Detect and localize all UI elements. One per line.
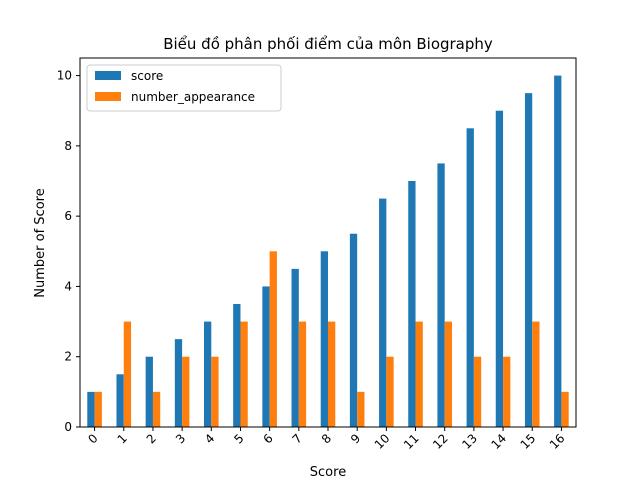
bar-score-2 bbox=[145, 356, 153, 427]
legend: score number_appearance bbox=[86, 64, 282, 112]
bar-score-11 bbox=[408, 181, 416, 427]
bar-number_appearance-9 bbox=[357, 391, 365, 427]
plot-area bbox=[87, 75, 569, 428]
x-tick-label: 0 bbox=[85, 431, 100, 446]
bar-score-15 bbox=[524, 93, 533, 427]
bar-score-5 bbox=[233, 304, 241, 427]
x-tick-label: 10 bbox=[372, 431, 393, 452]
x-tick-label: 13 bbox=[459, 431, 480, 452]
bar-number_appearance-4 bbox=[211, 356, 219, 427]
x-tick-label: 1 bbox=[115, 431, 130, 446]
legend-label-number_appearance: number_appearance bbox=[131, 90, 255, 104]
bar-number_appearance-12 bbox=[444, 321, 452, 427]
legend-swatch-score bbox=[95, 71, 121, 80]
y-tick-label: 10 bbox=[57, 69, 72, 83]
bar-number_appearance-10 bbox=[386, 356, 394, 427]
bar-score-7 bbox=[291, 268, 299, 427]
bar-score-1 bbox=[116, 374, 124, 427]
x-tick-label: 7 bbox=[290, 431, 305, 446]
legend-label-score: score bbox=[131, 69, 163, 83]
chart-title: Biểu đồ phân phối điểm của môn Biography bbox=[163, 35, 493, 53]
y-tick-label: 2 bbox=[64, 350, 72, 364]
bar-number_appearance-2 bbox=[152, 391, 161, 427]
bar-number_appearance-3 bbox=[182, 356, 190, 427]
x-tick-label: 14 bbox=[488, 431, 509, 452]
bar-number_appearance-13 bbox=[473, 356, 482, 427]
bar-score-8 bbox=[320, 251, 328, 427]
y-axis-title: Number of Score bbox=[33, 188, 48, 297]
bar-score-14 bbox=[495, 110, 504, 428]
legend-swatch-number_appearance bbox=[95, 92, 121, 101]
x-axis: 0 1 2 3 4 5 6 7 8 9 10 11 12 13 14 15 16 bbox=[85, 427, 568, 452]
bar-number_appearance-11 bbox=[415, 321, 423, 427]
y-tick-label: 6 bbox=[64, 209, 72, 223]
bar-score-10 bbox=[379, 198, 387, 427]
bar-number_appearance-1 bbox=[123, 321, 132, 427]
bar-number_appearance-0 bbox=[94, 391, 102, 427]
bar-score-4 bbox=[204, 321, 212, 427]
x-tick-label: 4 bbox=[202, 431, 217, 446]
bar-score-6 bbox=[262, 286, 270, 427]
bar-number_appearance-5 bbox=[240, 321, 248, 427]
x-axis-title: Score bbox=[310, 465, 346, 480]
x-tick-label: 16 bbox=[547, 431, 568, 452]
y-axis: 0 2 4 6 8 10 bbox=[57, 69, 80, 434]
bar-score-3 bbox=[174, 339, 183, 427]
y-tick-label: 8 bbox=[64, 139, 72, 153]
bar-score-12 bbox=[437, 163, 445, 427]
bar-score-0 bbox=[87, 391, 95, 427]
bar-number_appearance-14 bbox=[503, 356, 511, 427]
x-tick-label: 15 bbox=[518, 431, 539, 452]
x-tick-label: 8 bbox=[319, 431, 334, 446]
x-tick-label: 5 bbox=[231, 431, 246, 446]
y-tick-label: 4 bbox=[64, 279, 72, 293]
bar-score-16 bbox=[554, 75, 562, 427]
bar-number_appearance-15 bbox=[532, 321, 540, 427]
x-tick-label: 2 bbox=[144, 431, 159, 446]
bar-number_appearance-6 bbox=[269, 251, 277, 427]
legend-box bbox=[86, 64, 282, 112]
x-tick-label: 6 bbox=[260, 431, 275, 446]
bar-number_appearance-8 bbox=[328, 321, 336, 427]
bar-number_appearance-16 bbox=[561, 391, 569, 427]
x-tick-label: 3 bbox=[173, 431, 188, 446]
bar-number_appearance-7 bbox=[298, 321, 307, 427]
bar-score-13 bbox=[466, 128, 474, 428]
x-tick-label: 12 bbox=[430, 431, 451, 452]
x-tick-label: 9 bbox=[348, 431, 363, 446]
x-tick-label: 11 bbox=[401, 431, 422, 452]
y-tick-label: 0 bbox=[64, 420, 72, 434]
bar-score-9 bbox=[349, 233, 358, 427]
